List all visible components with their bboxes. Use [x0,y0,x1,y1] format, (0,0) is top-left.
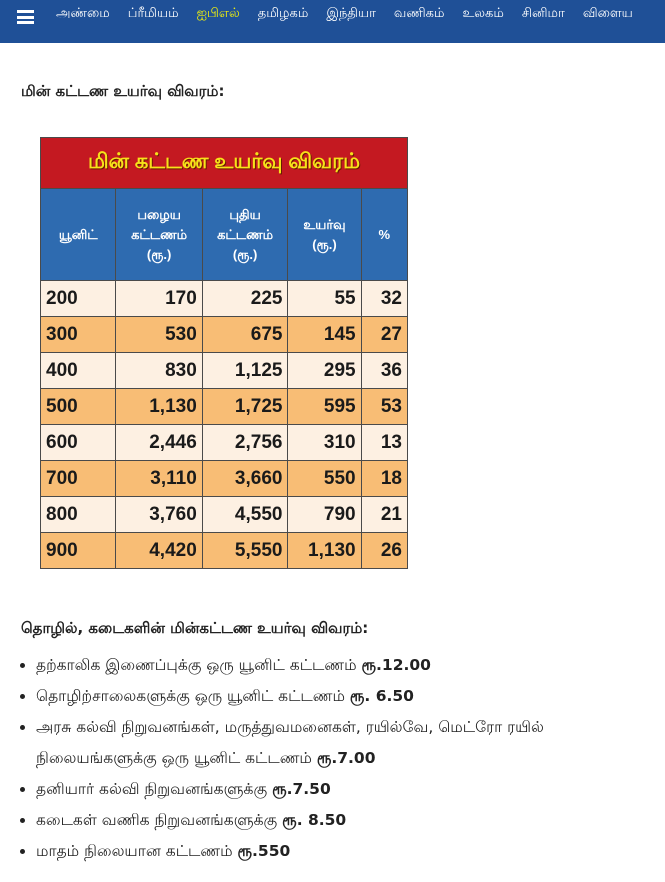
column-header: யூனிட் [39,188,117,281]
list-item: கடைகள் வணிக நிறுவனங்களுக்கு ரூ. 8.50 [36,805,656,836]
column-header: புதிய கட்டணம் (ரூ.) [201,188,289,281]
table-cell: 145 [287,316,362,353]
table-cell: 18 [360,460,409,497]
table-cell: 295 [287,352,362,389]
list-item: தனியார் கல்வி நிறுவனங்களுக்கு ரூ.7.50 [36,774,656,805]
menu-icon[interactable] [17,10,34,24]
nav-item[interactable]: இந்தியா [326,6,376,21]
list-item: அரசு கல்வி நிறுவனங்கள், மருத்துவமனைகள், … [36,712,656,774]
table-cell: 13 [360,424,409,461]
nav-item[interactable]: விளைய [582,6,633,21]
table-row: 600 2,446 2,756 310 13 [39,424,409,461]
table-cell: 675 [201,316,289,353]
table-cell: 2,446 [115,424,203,461]
list-item-amount: ரூ.12.00 [361,656,431,674]
table-cell: 170 [115,280,203,317]
column-header: % [360,188,409,281]
table-row: 900 4,420 5,550 1,130 26 [39,532,409,569]
table-cell: 800 [39,496,117,533]
top-nav: அண்மை ப்ரீமியம் ஐபிஎல் தமிழகம் இந்தியா வணிகம்… [0,0,665,43]
table-cell: 310 [287,424,362,461]
nav-item[interactable]: ஐபிஎல் [196,6,240,21]
list-item-amount: ரூ.7.00 [316,749,376,767]
table-cell: 550 [287,460,362,497]
table-cell: 900 [39,532,117,569]
list-item-amount: ரூ.550 [237,842,291,860]
list-item-text: தனியார் கல்வி நிறுவனங்களுக்கு [36,780,273,798]
list-item-text: தொழிற்சாலைகளுக்கு ஒரு யூனிட் கட்டணம் [36,687,350,705]
table-cell: 600 [39,424,117,461]
table-cell: 300 [39,316,117,353]
list-item-text: கடைகள் வணிக நிறுவனங்களுக்கு [36,811,283,829]
list-item-text: மாதம் நிலையான கட்டணம் [36,842,238,860]
list-item-text: தற்காலிக இணைப்புக்கு ஒரு யூனிட் கட்டணம் [36,656,362,674]
tariff-list: தற்காலிக இணைப்புக்கு ஒரு யூனிட் கட்டணம் … [0,650,656,867]
table-cell: 530 [115,316,203,353]
table-title: மின் கட்டண உயர்வு விவரம் [40,137,408,189]
table-cell: 1,130 [287,532,362,569]
table-cell: 4,420 [115,532,203,569]
column-header: உயர்வு (ரூ.) [287,188,362,281]
nav-item[interactable]: ப்ரீமியம் [127,6,179,21]
table-row: 400 830 1,125 295 36 [39,352,409,389]
column-header: பழைய கட்டணம் (ரூ.) [115,188,203,281]
table-cell: 1,725 [201,388,289,425]
nav-item[interactable]: சினிமா [521,6,565,21]
list-item-amount: ரூ. 8.50 [282,811,347,829]
table-cell: 3,660 [201,460,289,497]
list-item: தற்காலிக இணைப்புக்கு ஒரு யூனிட் கட்டணம் … [36,650,656,681]
list-item: மாதம் நிலையான கட்டணம் ரூ.550 [36,836,656,867]
list-item: தொழிற்சாலைகளுக்கு ஒரு யூனிட் கட்டணம் ரூ.… [36,681,656,712]
list-item-amount: ரூ. 6.50 [349,687,414,705]
nav-item[interactable]: தமிழகம் [257,6,309,21]
nav-item[interactable]: அண்மை [56,6,110,21]
table-row: 800 3,760 4,550 790 21 [39,496,409,533]
table-cell: 200 [39,280,117,317]
table-cell: 53 [360,388,409,425]
table-row: 700 3,110 3,660 550 18 [39,460,409,497]
table-cell: 225 [201,280,289,317]
table-cell: 1,125 [201,352,289,389]
list-item-text: அரசு கல்வி நிறுவனங்கள், மருத்துவமனைகள், … [36,718,544,767]
table-cell: 3,110 [115,460,203,497]
table-cell: 2,756 [201,424,289,461]
table-row: 300 530 675 145 27 [39,316,409,353]
table-cell: 21 [360,496,409,533]
table-cell: 5,550 [201,532,289,569]
table-cell: 36 [360,352,409,389]
section-heading-2: தொழில், கடைகளின் மின்கட்டண உயர்வு விவரம்… [21,619,369,637]
table-header: யூனிட் பழைய கட்டணம் (ரூ.) புதிய கட்டணம் (ர… [39,188,409,281]
table-cell: 400 [39,352,117,389]
nav-items: அண்மை ப்ரீமியம் ஐபிஎல் தமிழகம் இந்தியா வணிகம்… [56,6,651,22]
table-cell: 1,130 [115,388,203,425]
section-heading: மின் கட்டண உயர்வு விவரம்: [21,82,225,100]
nav-item[interactable]: வணிகம் [393,6,445,21]
table-cell: 700 [39,460,117,497]
table-row: 200 170 225 55 32 [39,280,409,317]
table-cell: 4,550 [201,496,289,533]
table-cell: 27 [360,316,409,353]
nav-item[interactable]: உலகம் [462,6,504,21]
table-cell: 500 [39,388,117,425]
table-cell: 790 [287,496,362,533]
tariff-table-image: மின் கட்டண உயர்வு விவரம் யூனிட் பழைய கட்ட… [39,137,409,569]
table-cell: 830 [115,352,203,389]
table-cell: 32 [360,280,409,317]
table-row: 500 1,130 1,725 595 53 [39,388,409,425]
list-item-amount: ரூ.7.50 [272,780,331,798]
table-cell: 595 [287,388,362,425]
table-cell: 3,760 [115,496,203,533]
table-cell: 55 [287,280,362,317]
table-cell: 26 [360,532,409,569]
